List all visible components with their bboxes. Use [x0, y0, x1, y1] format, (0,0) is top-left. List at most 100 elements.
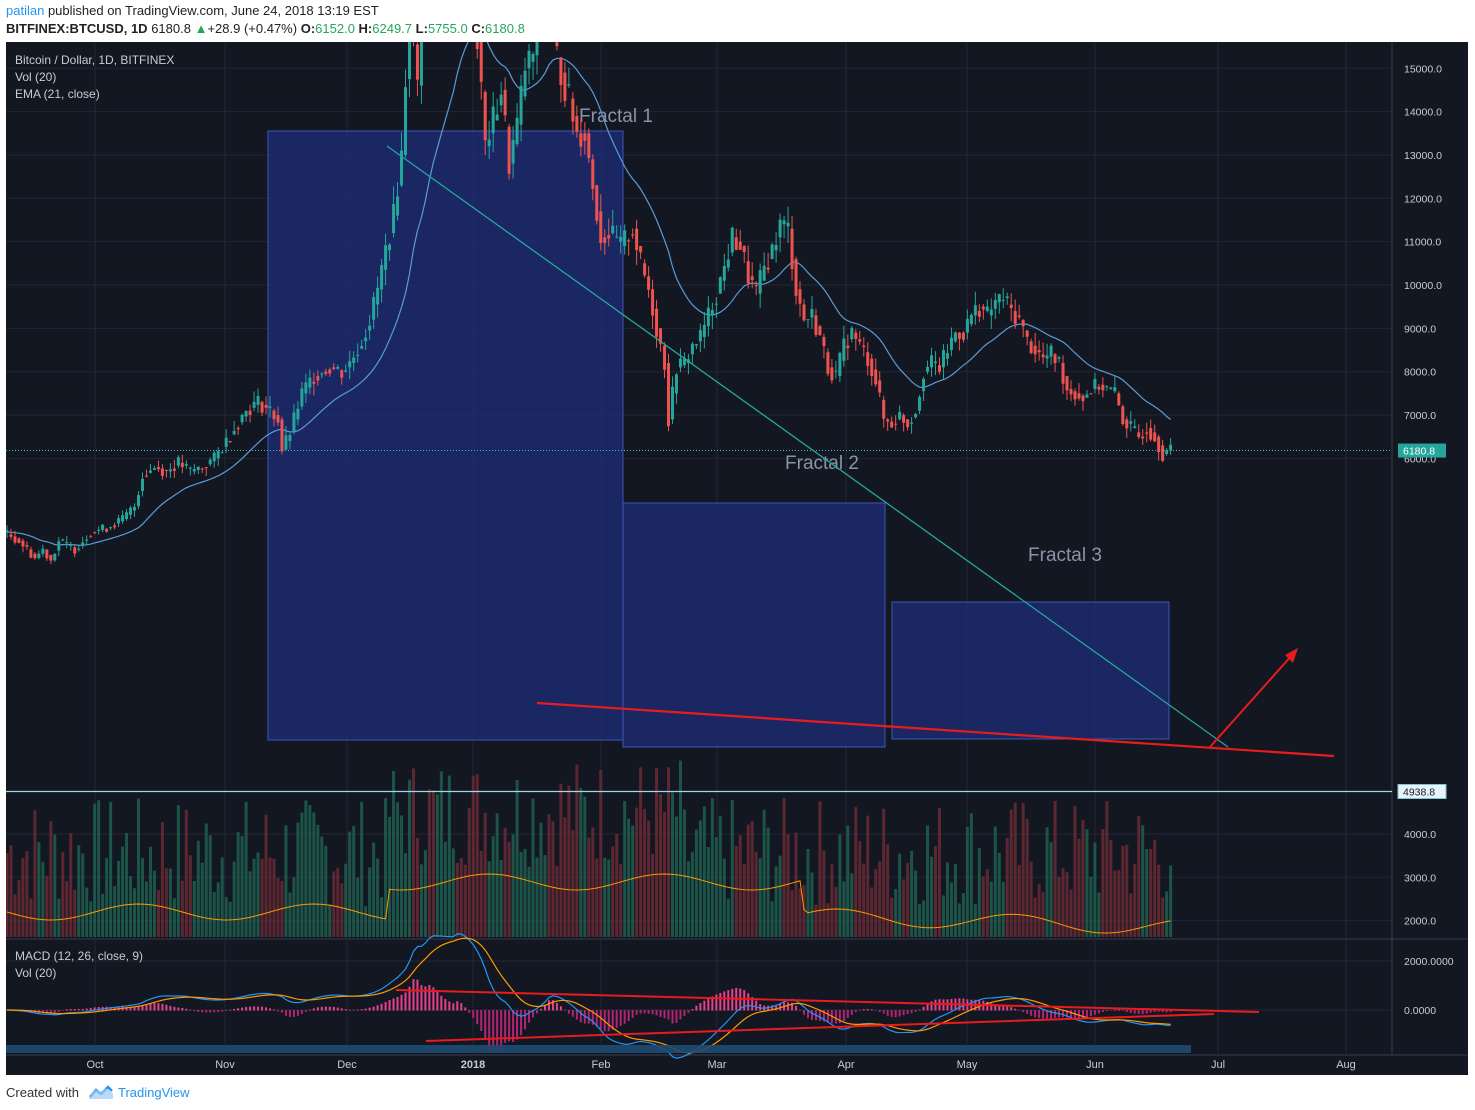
candle-body — [846, 345, 850, 349]
volume-bar — [1153, 839, 1157, 937]
volume-bar — [172, 898, 176, 937]
volume-bar — [69, 833, 73, 937]
volume-bar — [37, 842, 41, 937]
volume-bar — [352, 825, 356, 937]
volume-bar — [862, 863, 866, 937]
macd-histogram-bar — [838, 1010, 841, 1024]
volume-bar — [655, 768, 659, 937]
macd-histogram-bar — [272, 1009, 275, 1011]
candle-body — [204, 467, 208, 469]
candle-body — [746, 261, 750, 284]
candle-body — [152, 468, 156, 470]
symbol: BITFINEX:BTCUSD, 1D — [6, 21, 148, 36]
macd-histogram-bar — [655, 1010, 658, 1016]
candle-body — [579, 133, 583, 147]
macd-histogram-bar — [591, 1010, 594, 1025]
chart-area[interactable]: 22000.021000.020000.019000.018000.017000… — [6, 42, 1468, 1075]
macd-histogram-bar — [504, 1010, 507, 1043]
candle-body — [328, 369, 332, 374]
candle-body — [300, 388, 304, 407]
volume-bar — [483, 812, 487, 937]
volume-bar — [256, 852, 260, 937]
volume-bar — [276, 877, 280, 937]
candle-body — [232, 430, 236, 435]
candle-body — [9, 534, 13, 537]
volume-bar — [615, 833, 619, 937]
volume-bar — [491, 836, 495, 937]
volume-bar — [184, 809, 188, 937]
macd-histogram-bar — [49, 1010, 52, 1013]
volume-bar — [168, 868, 172, 937]
candle-body — [1113, 387, 1117, 392]
macd-histogram-bar — [400, 994, 403, 1011]
candle-body — [1013, 311, 1017, 324]
fractal-box — [891, 601, 1170, 740]
macd-histogram-bar — [683, 1010, 686, 1016]
macd-histogram-bar — [452, 1003, 455, 1011]
time-tick-label: Aug — [1336, 1059, 1356, 1071]
volume-bar — [1129, 893, 1133, 937]
macd-histogram-bar — [133, 1006, 136, 1011]
macd-histogram-bar — [1145, 1010, 1148, 1014]
macd-histogram-bar — [388, 1000, 391, 1011]
macd-histogram-bar — [316, 1007, 319, 1011]
volume-bar — [17, 880, 21, 937]
volume-bar — [164, 868, 168, 937]
volume-bar — [443, 841, 447, 937]
macd-histogram-bar — [671, 1010, 674, 1024]
volume-bar — [200, 862, 204, 937]
macd-histogram-bar — [360, 1009, 363, 1011]
macd-histogram-bar — [185, 1008, 188, 1011]
candle-body — [1117, 393, 1121, 406]
volume-bar — [511, 834, 515, 937]
price-change: +28.9 (+0.47%) — [207, 21, 298, 36]
candle-body — [930, 355, 934, 368]
fractal-label: Fractal 2 — [785, 453, 859, 474]
tradingview-logo-icon[interactable] — [88, 1082, 114, 1102]
macd-histogram-bar — [157, 1003, 160, 1011]
macd-histogram-bar — [472, 1010, 475, 1018]
author-link[interactable]: patilan — [6, 3, 45, 18]
macd-histogram-bar — [1014, 1008, 1017, 1011]
macd-histogram-bar — [177, 1007, 180, 1011]
publish-line: patilan published on TradingView.com, Ju… — [6, 3, 379, 18]
volume-bar — [244, 801, 248, 937]
volume-bar — [571, 829, 575, 937]
candle-body — [603, 237, 607, 243]
macd-histogram-bar — [61, 1010, 64, 1011]
ema-line — [6, 42, 1171, 546]
volume-bar — [945, 862, 949, 937]
volume-bar — [1097, 892, 1101, 937]
candle-body — [25, 545, 29, 547]
volume-bar — [858, 841, 862, 937]
candle-body — [969, 315, 973, 325]
chart-canvas[interactable]: 22000.021000.020000.019000.018000.017000… — [6, 42, 1468, 1075]
volume-bar — [770, 901, 774, 937]
volume-bar — [192, 881, 196, 937]
candle-body — [886, 419, 890, 422]
macd-histogram-bar — [1081, 1010, 1084, 1018]
volume-bar — [1169, 865, 1173, 937]
macd-histogram-bar — [1038, 1010, 1041, 1019]
volume-bar — [180, 880, 184, 937]
volume-bar — [89, 901, 93, 937]
candle-body — [834, 370, 838, 372]
macd-histogram-bar — [165, 1004, 168, 1011]
signal-line — [6, 937, 1171, 1054]
tradingview-brand[interactable]: TradingView — [118, 1085, 190, 1100]
volume-bar — [830, 864, 834, 937]
candle-body — [308, 377, 312, 388]
volume-bar — [1045, 827, 1049, 937]
candle-body — [981, 306, 985, 310]
macd-histogram-bar — [846, 1010, 849, 1018]
volume-bar — [539, 822, 543, 937]
volume-bar — [631, 825, 635, 937]
volume-bar — [802, 884, 806, 937]
candle-body — [1169, 444, 1173, 451]
macd-histogram-bar — [803, 1010, 805, 1015]
candle-body — [224, 437, 228, 447]
macd-histogram-bar — [53, 1010, 56, 1013]
candle-body — [527, 50, 531, 69]
time-tick-label: 2018 — [461, 1059, 485, 1071]
candle-body — [531, 54, 535, 62]
